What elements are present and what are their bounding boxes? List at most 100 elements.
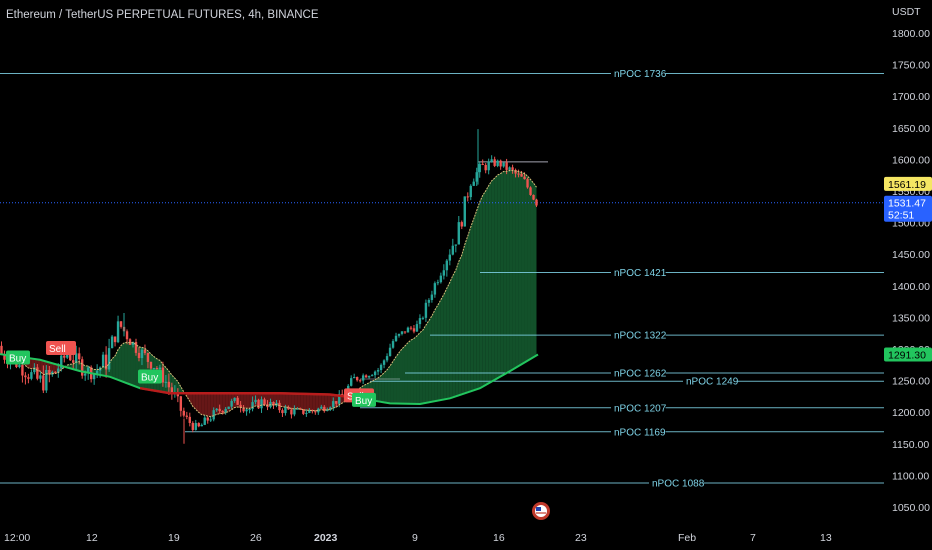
candle-body bbox=[499, 160, 502, 167]
ma-fill-segment bbox=[390, 361, 394, 404]
candle-body bbox=[439, 275, 443, 283]
ma-fill-segment bbox=[294, 393, 298, 409]
x-tick-label: 26 bbox=[250, 532, 262, 544]
candle-body bbox=[373, 371, 377, 376]
ma-fill-segment bbox=[130, 342, 134, 386]
ma-fill-segment bbox=[422, 325, 426, 404]
ma-fill-segment bbox=[494, 175, 498, 380]
x-tick-label: Feb bbox=[678, 532, 696, 544]
price-label: 1291.30 bbox=[888, 349, 926, 361]
candle-body bbox=[409, 327, 413, 329]
ma-fill-segment bbox=[201, 393, 205, 416]
ma-fill-segment bbox=[273, 393, 277, 405]
candle-body bbox=[314, 411, 317, 413]
candle-body bbox=[218, 408, 221, 411]
candle-body bbox=[263, 399, 266, 405]
signal-label: Buy bbox=[355, 396, 372, 407]
ma-fill-segment bbox=[315, 394, 319, 411]
candle-body bbox=[311, 410, 314, 412]
ma-fill-segment bbox=[186, 393, 190, 402]
ma-fill-segment bbox=[467, 226, 471, 393]
candle-body bbox=[436, 282, 440, 284]
candle-body bbox=[36, 367, 39, 379]
candle-body bbox=[400, 331, 404, 334]
candle-body bbox=[394, 335, 398, 342]
candle-body bbox=[505, 162, 508, 170]
ma-fill-segment bbox=[446, 282, 450, 399]
ma-fill-segment bbox=[285, 393, 289, 408]
candle-body bbox=[194, 423, 197, 430]
candle-body bbox=[158, 367, 162, 370]
ma-fill-segment bbox=[291, 393, 295, 409]
candle-body bbox=[317, 408, 320, 413]
ma-fill-segment bbox=[473, 210, 477, 391]
ma-fill-segment bbox=[52, 363, 56, 374]
candle-body bbox=[335, 401, 338, 404]
candle-body bbox=[460, 222, 463, 227]
candle-body bbox=[424, 302, 428, 318]
candle-body bbox=[323, 406, 326, 412]
candle-body bbox=[272, 401, 275, 406]
candle-body bbox=[463, 196, 466, 227]
candle-body bbox=[164, 381, 168, 383]
ma-fill-segment bbox=[118, 345, 122, 381]
candle-body bbox=[260, 399, 263, 409]
npoc-lines: nPOC 1736 nPOC 1421 nPOC 1322 nPOC 1262 nPOC… bbox=[0, 66, 884, 489]
candle-body bbox=[535, 199, 538, 206]
ma-fill-segment bbox=[527, 176, 531, 361]
price-label: 1531.47 bbox=[888, 198, 926, 210]
x-tick-label: 23 bbox=[575, 532, 587, 544]
candle-body bbox=[72, 360, 75, 363]
ma-fill-segment bbox=[177, 381, 181, 394]
ma-fill-segment bbox=[31, 358, 35, 369]
candle-body bbox=[361, 375, 365, 381]
ma-fill-segment bbox=[443, 288, 447, 400]
candle-body bbox=[284, 407, 287, 414]
candle-body bbox=[302, 409, 305, 414]
x-tick-label: 16 bbox=[493, 532, 505, 544]
ma-fill-segment bbox=[410, 338, 414, 404]
candle-body bbox=[367, 375, 371, 378]
candle-body bbox=[140, 349, 144, 359]
candle-body bbox=[523, 176, 526, 180]
candle-body bbox=[0, 345, 3, 354]
ma-fill-segment bbox=[300, 393, 304, 410]
candle-body bbox=[110, 336, 114, 349]
candle-body bbox=[242, 408, 245, 412]
ma-fill-segment bbox=[115, 349, 119, 380]
ma-fill-segment bbox=[309, 393, 313, 411]
ma-fill-segment bbox=[455, 261, 459, 397]
ma-fill-segment bbox=[198, 393, 202, 415]
ma-fill-segment bbox=[416, 332, 420, 404]
ma-fill-segment bbox=[491, 178, 495, 382]
candle-body bbox=[27, 377, 30, 379]
candle-body bbox=[233, 397, 236, 401]
price-label-bg bbox=[884, 176, 932, 191]
price-label-bg bbox=[884, 195, 932, 222]
candle-body bbox=[179, 396, 183, 411]
ma-fill-segment bbox=[195, 393, 199, 413]
buy-signal: Buy bbox=[352, 392, 376, 407]
candle-body bbox=[412, 328, 416, 332]
candle-body bbox=[379, 364, 383, 371]
candle-body bbox=[502, 162, 505, 167]
ma-fill-segment bbox=[321, 394, 325, 411]
candle-body bbox=[203, 417, 206, 425]
candle-body bbox=[520, 173, 523, 177]
y-tick-label: 1800.00 bbox=[892, 28, 930, 40]
candle-body bbox=[143, 349, 147, 354]
ma-fill-segment bbox=[521, 172, 525, 365]
candle-body bbox=[478, 163, 481, 173]
ma-fill-segment bbox=[464, 236, 468, 394]
ma-fill-segment bbox=[399, 348, 403, 404]
candle-body bbox=[370, 375, 374, 377]
ma-fill-segment bbox=[518, 171, 522, 367]
candle-body bbox=[472, 181, 475, 186]
ma-fill-segment bbox=[387, 365, 391, 404]
ma-fill-segment bbox=[324, 394, 328, 411]
candle-body bbox=[287, 407, 290, 410]
candle-body bbox=[80, 359, 84, 376]
candle-body bbox=[397, 333, 401, 336]
flag-icon[interactable] bbox=[532, 502, 550, 520]
